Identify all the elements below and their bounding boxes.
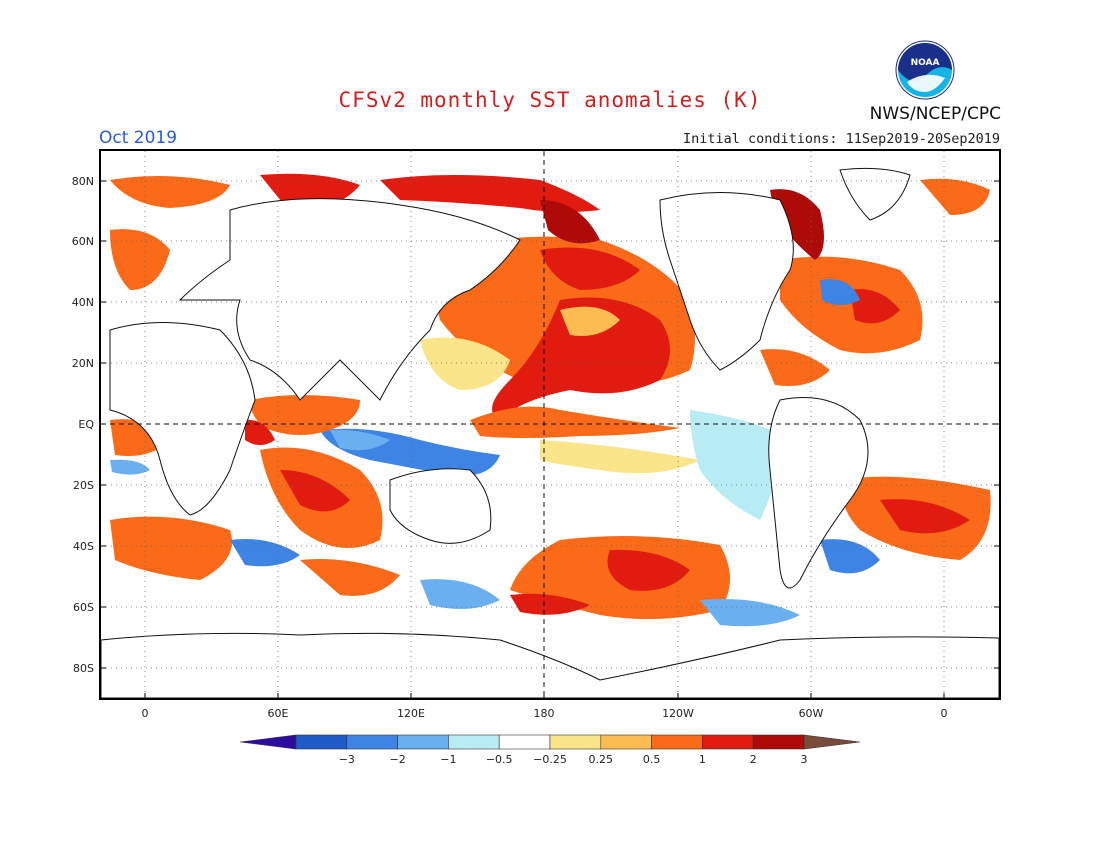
north-atlantic-warm [780,256,923,354]
lon-label: 120W [662,707,694,720]
australia-outline [389,468,492,544]
colorbar-label: 2 [750,753,757,766]
south-america-outline [768,397,869,589]
graticule [101,151,999,698]
colorbar-swatch [448,734,500,750]
lon-label: 60E [268,707,289,720]
lat-label: 20N [72,357,94,370]
lat-label: 40S [73,540,94,553]
africa-outline [109,322,256,516]
lon-label: 60W [799,707,824,720]
noaa-logo [895,40,955,100]
colorbar-label: −1 [440,753,456,766]
colorbar-label: −0.5 [486,753,513,766]
agency-label: NWS/NCEP/CPC [869,104,1001,124]
colorbar-swatch [498,734,551,750]
eurasia-outline [178,198,521,401]
colorbar-min-arrow [239,734,297,750]
colorbar-max-arrow [803,734,861,750]
colorbar-label: 0.5 [643,753,661,766]
colorbar-swatch [346,734,398,750]
colorbar-label: −2 [389,753,405,766]
north-pacific-strong-warm [492,297,670,420]
lat-label: EQ [78,418,94,431]
lat-label: 60S [73,601,94,614]
lat-label: 80S [73,662,94,675]
colorbar-swatch [752,734,805,750]
colorbar-label: −3 [339,753,355,766]
colorbar-swatch [651,734,703,750]
lon-label: 180 [534,707,555,720]
colorbar-swatch [600,734,652,750]
colorbar-labels: −3 −2 −1 −0.5 −0.25 0.25 0.5 1 2 3 [339,753,808,766]
indian-ocean-warm [250,395,360,435]
map-title: CFSv2 monthly SST anomalies (K) [338,88,762,112]
lon-label: 120E [397,707,425,720]
initial-conditions: Initial conditions: 11Sep2019-20Sep2019 [683,131,1000,147]
colorbar [239,734,861,750]
axis-ticks [100,180,1000,699]
colorbar-label: −0.25 [533,753,567,766]
colorbar-label: 3 [801,753,808,766]
antarctica-outline [101,632,999,698]
forecast-month: Oct 2019 [99,128,178,148]
lon-label: 0 [142,707,149,720]
colorbar-label: 1 [699,753,706,766]
colorbar-swatch [397,734,449,750]
anomaly-field [101,151,999,698]
north-america-outline [659,192,794,371]
lon-label: 0 [941,707,948,720]
lat-label: 40N [72,296,94,309]
noaa-logo-text: NOAA [910,58,940,68]
colorbar-swatch [295,734,348,750]
lat-label: 20S [73,479,94,492]
lat-label: 80N [72,175,94,188]
colorbar-swatch [702,734,754,750]
colorbar-swatch [549,734,602,750]
lat-label: 60N [72,235,94,248]
equatorial-pacific-warm [470,406,680,438]
colorbar-label: 0.25 [589,753,614,766]
longitude-labels: 0 60E 120E 180 120W 60W 0 [142,707,948,720]
continents [101,167,999,698]
latitude-labels: 80N 60N 40N 20N EQ 20S 40S 60S 80S [72,175,95,675]
greenland-outline [839,167,911,221]
